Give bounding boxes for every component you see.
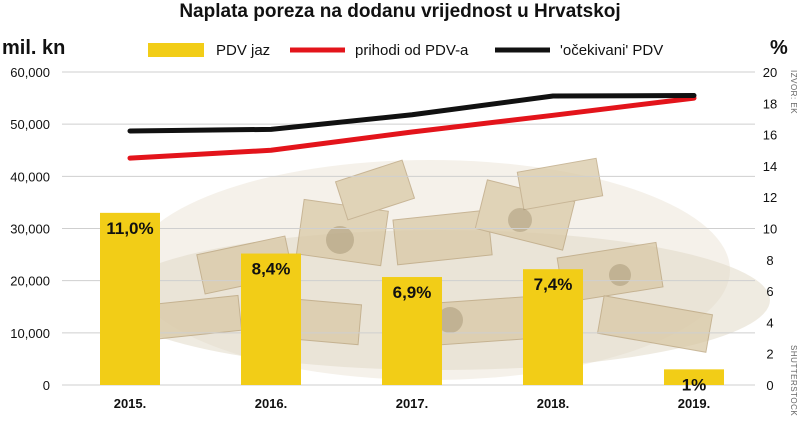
- legend-swatch-bar: [148, 43, 204, 57]
- left-axis-unit: mil. kn: [2, 37, 65, 59]
- left-tick-label: 40,000: [10, 169, 50, 184]
- right-tick-label: 20: [763, 65, 777, 80]
- x-axis: 2015. 2016. 2017. 2018. 2019.: [114, 396, 711, 411]
- legend-label-pdv-jaz: PDV jaz: [216, 42, 270, 59]
- bar-2019: [664, 369, 724, 385]
- left-tick-label: 10,000: [10, 326, 50, 341]
- right-tick-label: 16: [763, 128, 777, 143]
- bar-2015: [100, 212, 160, 385]
- x-tick-label: 2017.: [396, 396, 429, 411]
- x-tick-label: 2016.: [255, 396, 288, 411]
- right-tick-label: 8: [766, 253, 773, 268]
- right-axis: 0 2 4 6 8 10 12 14 16 18 20: [763, 65, 777, 393]
- source-credit: IZVOR: EK: [789, 70, 798, 114]
- right-axis-unit: %: [770, 37, 788, 59]
- bar-series-pdv-jaz: 11,0% 8,4% 6,9% 7,4% 1%: [100, 212, 724, 394]
- bar-data-label: 11,0%: [106, 219, 153, 238]
- expected-vat-line: [127, 92, 697, 134]
- bar-data-label: 6,9%: [393, 283, 432, 302]
- right-tick-label: 4: [766, 315, 773, 330]
- bar-2016: [241, 253, 301, 385]
- right-tick-label: 0: [766, 378, 773, 393]
- bar-data-label: 7,4%: [534, 275, 573, 294]
- left-tick-label: 0: [43, 378, 50, 393]
- line-series: [127, 92, 697, 161]
- right-tick-label: 10: [763, 222, 777, 237]
- chart-title: Naplata poreza na dodanu vrijednost u Hr…: [179, 1, 620, 22]
- right-tick-label: 18: [763, 96, 777, 111]
- right-tick-label: 2: [766, 347, 773, 362]
- x-tick-label: 2018.: [537, 396, 570, 411]
- left-tick-label: 20,000: [10, 274, 50, 289]
- bar-2018: [523, 269, 583, 385]
- left-tick-label: 50,000: [10, 117, 50, 132]
- right-tick-label: 12: [763, 190, 777, 205]
- left-tick-label: 30,000: [10, 222, 50, 237]
- x-tick-label: 2015.: [114, 396, 147, 411]
- x-tick-label: 2019.: [678, 396, 711, 411]
- bar-data-label: 1%: [682, 375, 707, 394]
- legend-label-expected: 'očekivani' PDV: [560, 42, 663, 59]
- left-tick-label: 60,000: [10, 65, 50, 80]
- revenue-line: [127, 95, 697, 161]
- photo-credit: SHUTTERSTOCK: [789, 345, 798, 416]
- legend: PDV jaz prihodi od PDV-a 'očekivani' PDV: [148, 42, 663, 59]
- bar-data-label: 8,4%: [252, 260, 291, 279]
- right-tick-label: 14: [763, 159, 777, 174]
- left-axis: 0 10,000 20,000 30,000 40,000 50,000 60,000: [10, 65, 50, 393]
- right-tick-label: 6: [766, 284, 773, 299]
- bar-2017: [382, 277, 442, 385]
- legend-label-revenue: prihodi od PDV-a: [355, 42, 469, 59]
